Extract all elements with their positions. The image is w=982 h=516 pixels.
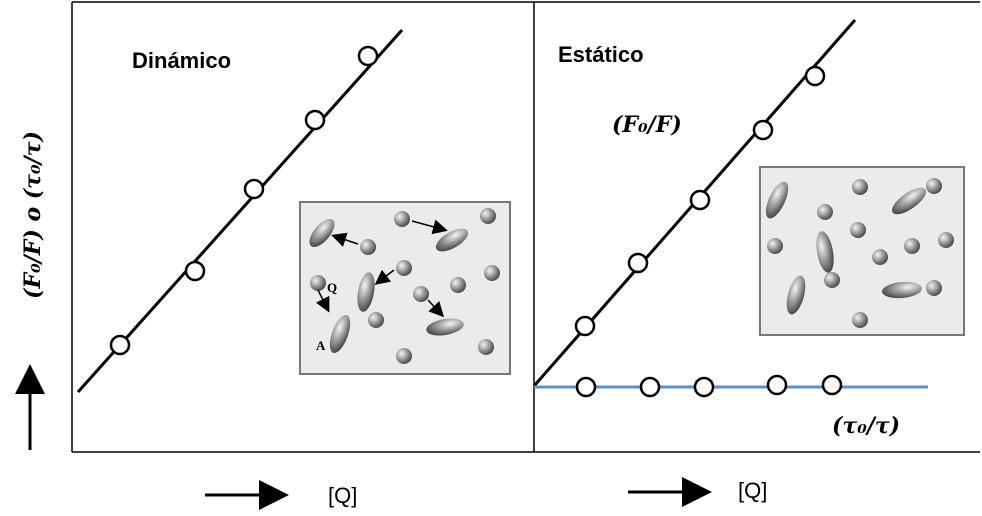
inset [760,167,964,335]
y-axis-label: (F₀/F) o (τ₀/τ) [20,131,46,299]
series-label: (τ₀/τ) [832,413,900,439]
diagram: Dinámico Q A Estático (F₀/F) (τ₀/τ) [0,0,982,516]
inset-label: A [316,338,326,353]
x-axis-label: [Q] [328,483,357,508]
series-label: (F₀/F) [612,112,682,138]
x-axis-label: [Q] [738,478,767,503]
panel-title: Estático [558,42,644,67]
panel-title: Dinámico [132,48,231,73]
inset-label: Q [327,280,337,295]
inset: Q A [300,202,510,374]
